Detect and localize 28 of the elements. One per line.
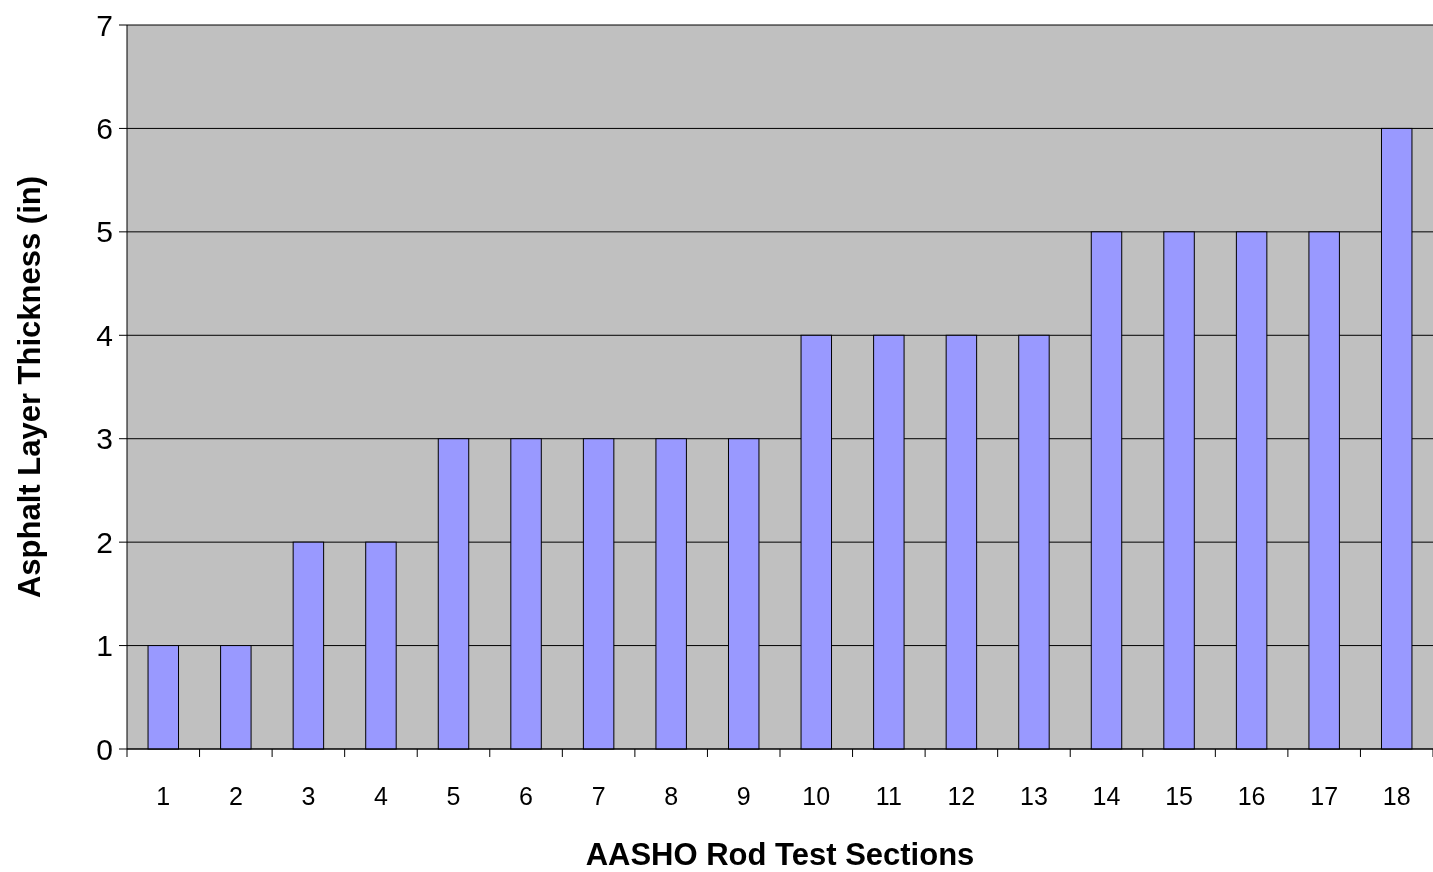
x-tick-label: 7 xyxy=(591,782,606,810)
y-tick-label: 0 xyxy=(96,732,113,766)
y-tick-label: 7 xyxy=(96,8,113,42)
x-tick-label: 13 xyxy=(1020,782,1048,810)
x-tick-label: 1 xyxy=(156,782,171,810)
y-tick-label: 2 xyxy=(96,525,113,559)
x-tick-label: 6 xyxy=(519,782,534,810)
x-tick-label: 4 xyxy=(373,782,388,810)
y-tick-label: 3 xyxy=(96,422,113,456)
x-tick-label: 8 xyxy=(664,782,679,810)
y-tick-label: 5 xyxy=(96,215,113,249)
y-tick-label: 1 xyxy=(96,629,113,663)
x-tick-label: 15 xyxy=(1165,782,1193,810)
x-axis-title: AASHO Rod Test Sections xyxy=(585,837,975,872)
x-tick-label: 2 xyxy=(228,782,243,810)
x-tick-label: 14 xyxy=(1092,782,1121,810)
y-tick-label: 6 xyxy=(96,111,113,145)
x-tick-label: 11 xyxy=(875,782,902,810)
x-tick-label: 12 xyxy=(947,782,976,810)
x-tick-label: 3 xyxy=(301,782,316,810)
x-tick-label: 5 xyxy=(446,782,461,810)
x-tick-label: 16 xyxy=(1237,782,1266,810)
x-tick-label: 10 xyxy=(802,782,831,810)
x-tick-label: 9 xyxy=(736,782,751,810)
x-tick-label: 18 xyxy=(1382,782,1411,810)
y-tick-label: 4 xyxy=(96,318,113,352)
x-tick-label: 17 xyxy=(1310,782,1339,810)
y-axis-title: Asphalt Layer Thickness (in) xyxy=(12,175,47,599)
